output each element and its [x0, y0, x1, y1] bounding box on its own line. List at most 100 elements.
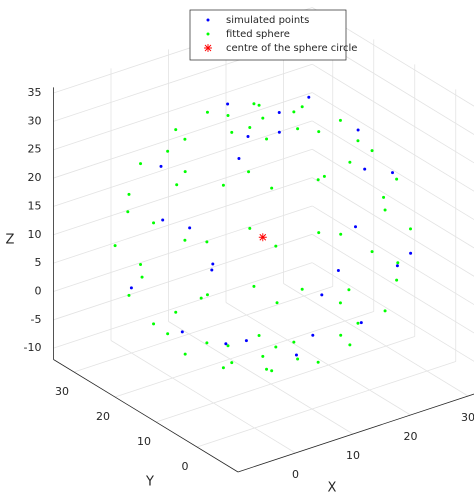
point [261, 116, 265, 120]
z-axis-label: Z [6, 233, 15, 248]
legend-label: centre of the sphere circle [226, 43, 357, 54]
point [383, 208, 387, 212]
point [317, 130, 321, 134]
grid-line [312, 262, 474, 362]
grid-line [312, 205, 474, 306]
point [226, 114, 230, 118]
point [140, 275, 144, 279]
grid-line [283, 283, 469, 397]
grid-line [53, 63, 313, 151]
z-tick-label: 35 [28, 86, 42, 99]
point [296, 357, 300, 361]
z-tick-label: -10 [24, 341, 42, 354]
grid-line [312, 120, 474, 221]
point [226, 344, 230, 348]
point [205, 293, 209, 297]
z-tick-label: 10 [28, 228, 42, 241]
point [370, 149, 374, 153]
y-tick-label: 20 [96, 410, 110, 423]
grid-line [53, 233, 313, 321]
grid-line [225, 302, 411, 416]
grid-line [312, 63, 474, 164]
grid-line [312, 233, 474, 334]
point [316, 360, 320, 364]
legend-label: simulated points [226, 15, 309, 26]
point [370, 250, 374, 254]
point [391, 171, 394, 175]
point [356, 128, 360, 132]
point [409, 227, 412, 231]
y-axis-label: Y [145, 475, 154, 490]
legend-box [189, 9, 347, 61]
y-tick-label: 10 [137, 435, 151, 448]
point [248, 226, 252, 230]
grid-line [53, 177, 313, 264]
legend-marker [204, 44, 212, 52]
point [274, 345, 278, 349]
point [339, 232, 343, 236]
point [221, 183, 225, 187]
point [244, 339, 248, 343]
point [188, 226, 192, 230]
grid-line [53, 92, 313, 179]
point [317, 231, 321, 235]
grid-line [312, 148, 474, 249]
point [383, 309, 387, 313]
grid-line [53, 205, 313, 292]
point [356, 321, 360, 325]
point [127, 293, 131, 297]
point [409, 251, 413, 255]
point [159, 164, 163, 168]
z-tick-label: 5 [35, 256, 42, 269]
point [199, 296, 203, 300]
point [211, 262, 215, 266]
point [316, 178, 320, 182]
point [339, 333, 343, 337]
axis-line [237, 393, 474, 473]
point [277, 130, 281, 134]
point [348, 343, 352, 347]
grid-line [312, 92, 474, 192]
point [395, 278, 399, 282]
x-axis-label: X [328, 481, 337, 495]
x-tick-label: 10 [346, 449, 360, 462]
point [139, 263, 143, 267]
grid-line [53, 262, 313, 349]
point [382, 195, 386, 199]
point [152, 221, 156, 225]
point [166, 149, 170, 153]
point [248, 125, 252, 129]
point [224, 342, 228, 346]
point [161, 218, 165, 222]
legend-marker [206, 18, 210, 22]
point [237, 156, 241, 160]
legend: simulated points fitted sphere centre of t… [189, 9, 357, 61]
grid-line [53, 120, 313, 207]
point [300, 105, 304, 109]
point [252, 284, 256, 288]
point [300, 287, 304, 291]
point [183, 170, 187, 174]
point [296, 127, 300, 131]
point [270, 369, 274, 373]
point [338, 118, 342, 122]
point [252, 102, 256, 106]
point [180, 330, 184, 334]
point [247, 170, 251, 174]
grid-line [196, 361, 456, 448]
point [320, 293, 324, 297]
point [205, 110, 209, 114]
grid-line [114, 311, 374, 398]
point [347, 288, 351, 292]
point [152, 322, 156, 326]
point [265, 137, 269, 141]
point [183, 238, 187, 242]
point [363, 167, 367, 171]
axis-line [53, 359, 239, 473]
point [359, 321, 363, 325]
point [336, 269, 340, 273]
z-tick-label: 20 [28, 171, 42, 184]
point [127, 192, 131, 196]
point [126, 210, 130, 214]
